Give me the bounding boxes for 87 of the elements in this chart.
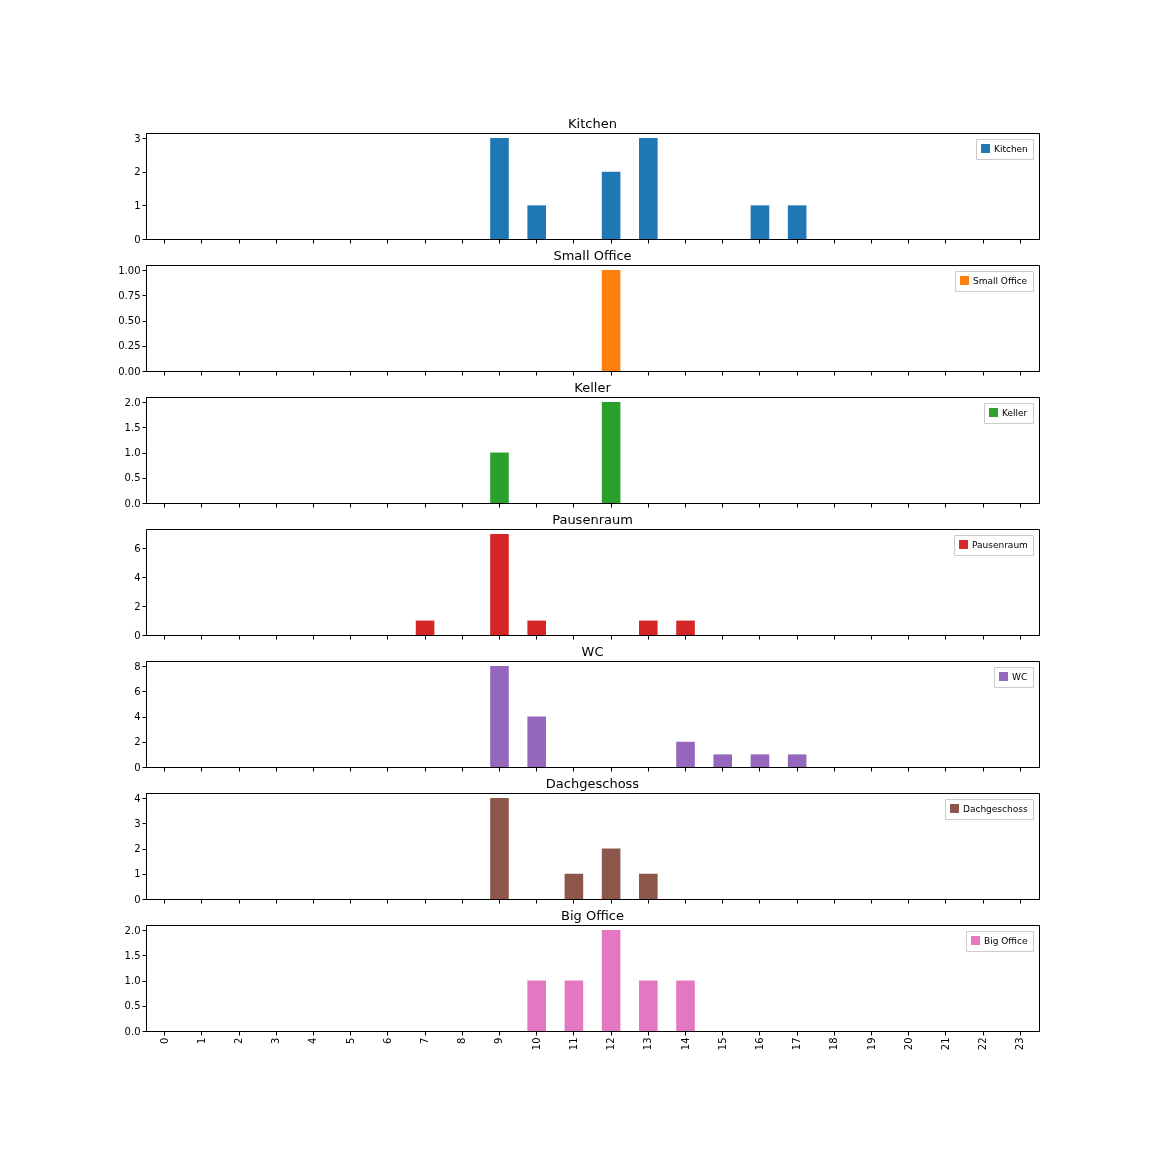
x-tick-label: 23 [1014, 1037, 1026, 1051]
y-tick-label: 0.0 [124, 497, 141, 509]
chart-title: WC [581, 644, 604, 659]
x-tick-label: 9 [493, 1037, 505, 1044]
y-tick-label: 1 [134, 868, 141, 880]
y-tick-label: 1 [134, 199, 141, 211]
y-tick-label: 0.25 [118, 340, 141, 352]
bar [601, 171, 621, 239]
x-tick-label: 7 [419, 1037, 431, 1044]
x-tick-label: 21 [939, 1037, 951, 1051]
bar [750, 754, 770, 767]
y-tick-label: 2 [134, 166, 141, 178]
legend-label: Dachgeschoss [963, 803, 1028, 814]
bar [564, 873, 584, 899]
y-tick-label: 0.75 [118, 289, 141, 301]
chart-title: Dachgeschoss [545, 776, 640, 791]
x-tick-label: 16 [753, 1037, 765, 1051]
x-tick-label: 12 [605, 1037, 617, 1051]
legend-label: Keller [1002, 407, 1028, 418]
y-tick-label: 1.5 [124, 421, 141, 433]
bar [750, 205, 770, 239]
legend-label: Pausenraum [972, 539, 1028, 550]
x-tick-label: 15 [716, 1037, 728, 1051]
y-tick-label: 0 [134, 233, 141, 245]
y-tick-label: 1.0 [124, 975, 141, 987]
x-tick-label: 2 [233, 1037, 245, 1044]
y-tick-label: 3 [134, 817, 141, 829]
x-tick-label: 8 [456, 1037, 468, 1044]
y-tick-label: 0.0 [124, 1025, 141, 1037]
x-tick-label: 1 [195, 1037, 207, 1044]
bar [527, 205, 546, 239]
y-tick-label: 3 [134, 132, 141, 144]
y-tick-label: 2.0 [124, 924, 141, 936]
x-tick-label: 5 [344, 1037, 356, 1044]
y-tick-label: 6 [134, 542, 141, 554]
bar [713, 754, 733, 767]
y-tick-label: 2 [134, 600, 141, 612]
chart-title: Pausenraum [552, 512, 633, 527]
y-tick-label: 1.5 [124, 949, 141, 961]
y-tick-label: 8 [134, 660, 141, 672]
y-tick-label: 1.00 [118, 264, 141, 276]
y-tick-label: 4 [134, 571, 141, 583]
bar [527, 716, 546, 767]
y-tick-label: 6 [134, 685, 141, 697]
bar [639, 138, 658, 239]
legend-label: Small Office [973, 275, 1028, 286]
x-tick-label: 3 [270, 1037, 282, 1044]
x-tick-label: 14 [679, 1037, 691, 1051]
legend-label: Kitchen [994, 143, 1028, 154]
x-tick-label: 6 [381, 1037, 393, 1044]
x-tick-label: 18 [828, 1037, 840, 1051]
x-tick-label: 22 [977, 1037, 989, 1051]
chart-title: Small Office [553, 248, 632, 263]
y-tick-label: 2 [134, 736, 141, 748]
x-tick-label: 13 [642, 1037, 654, 1051]
bar [601, 848, 621, 899]
x-tick-label: 0 [158, 1037, 170, 1044]
y-tick-label: 1.0 [124, 447, 141, 459]
bar [490, 798, 509, 899]
y-tick-label: 4 [134, 711, 141, 723]
x-tick-label: 19 [865, 1037, 877, 1051]
bar [676, 741, 695, 767]
y-tick-label: 0.5 [124, 472, 141, 484]
x-tick-label: 4 [307, 1037, 319, 1044]
y-tick-label: 0.00 [118, 365, 141, 377]
x-tick-label: 17 [791, 1037, 803, 1051]
y-tick-label: 0.5 [124, 1000, 141, 1012]
bar [490, 138, 509, 239]
x-tick-label: 11 [567, 1037, 579, 1051]
chart-title: Kitchen [568, 116, 617, 131]
y-tick-label: 0.50 [118, 315, 141, 327]
x-tick-label: 10 [530, 1037, 542, 1051]
chart-title: Keller [574, 380, 612, 395]
bar [787, 754, 807, 767]
legend-label: Big Office [984, 935, 1028, 946]
bar [490, 666, 509, 767]
bar [639, 873, 658, 899]
y-tick-label: 4 [134, 792, 141, 804]
y-tick-label: 0 [134, 761, 141, 773]
bar [787, 205, 807, 239]
legend-label: WC [1012, 671, 1028, 682]
y-tick-label: 2.0 [124, 396, 141, 408]
chart-title: Big Office [561, 908, 624, 923]
y-tick-label: 0 [134, 629, 141, 641]
x-tick-label: 20 [902, 1037, 914, 1051]
y-tick-label: 0 [134, 893, 141, 905]
y-tick-label: 2 [134, 843, 141, 855]
